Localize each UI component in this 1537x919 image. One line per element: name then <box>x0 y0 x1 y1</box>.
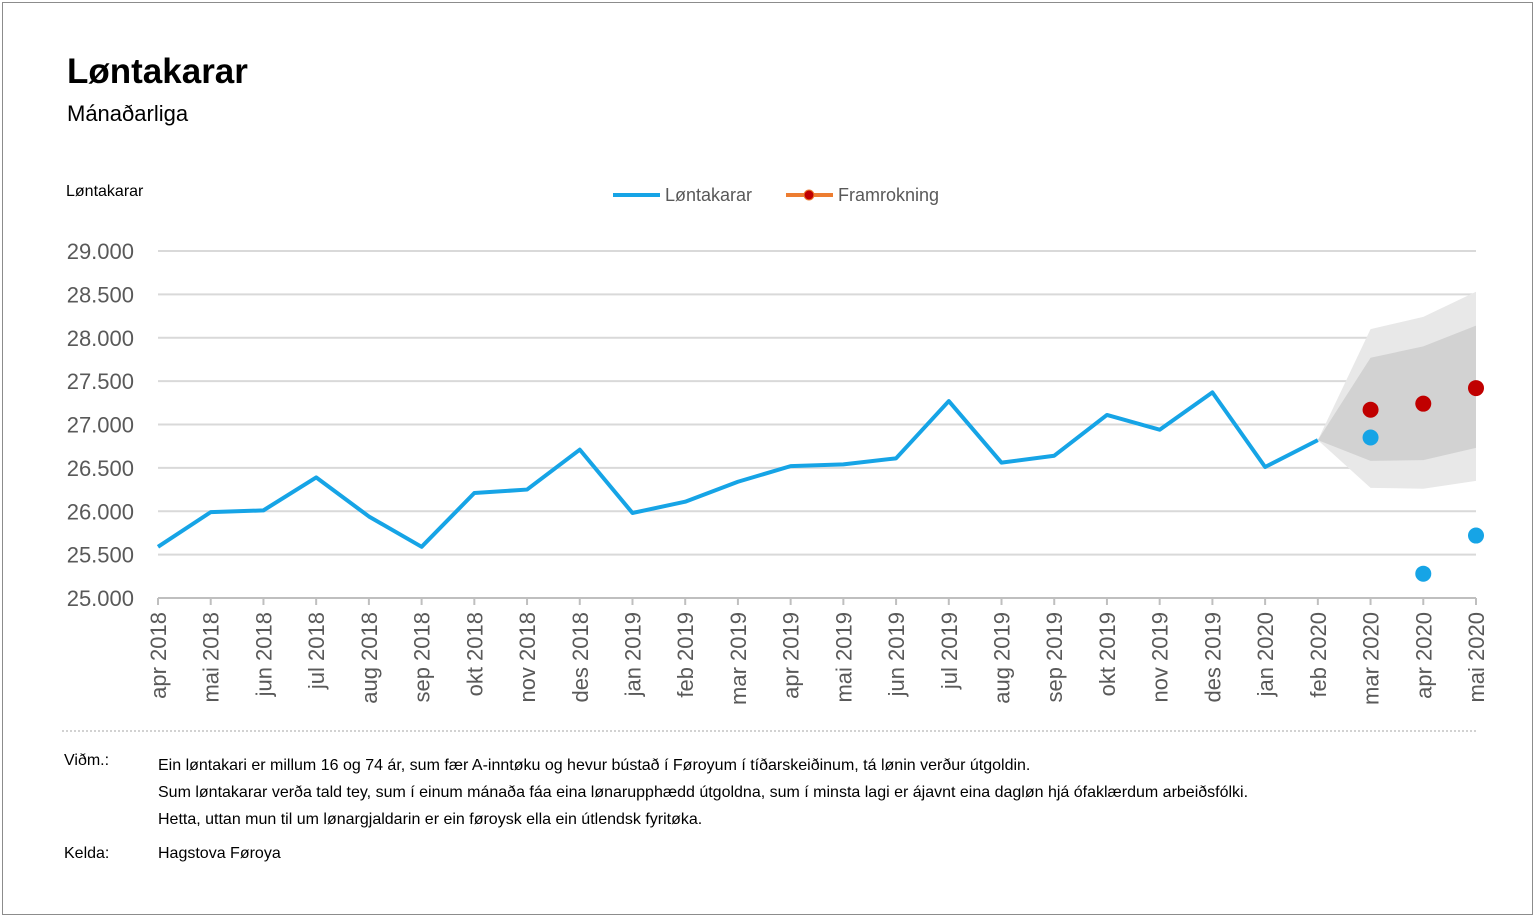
x-tick-labels: apr 2018 mai 2018 jun 2018 jul 2018 aug 2018… <box>146 612 1489 705</box>
notes-label: Viðm.: <box>64 752 110 769</box>
legend-label-lontakarar: Løntakarar <box>665 185 752 205</box>
note-line: Sum løntakarar verða tald tey, sum í ein… <box>158 784 1249 801</box>
legend: Løntakarar Framrokning <box>613 185 939 205</box>
x-tick-label: feb 2019 <box>673 612 698 698</box>
source-label: Kelda: <box>64 845 110 862</box>
x-tick-label: aug 2018 <box>357 612 382 704</box>
y-tick-label: 29.000 <box>67 239 134 264</box>
y-tick-label: 25.000 <box>67 586 134 611</box>
notes-section: Viðm.: Ein løntakari er millum 16 og 74 … <box>64 752 1248 833</box>
legend-label-framrokning: Framrokning <box>838 185 939 205</box>
x-tick-label: sep 2018 <box>410 612 435 703</box>
chart-subtitle: Mánaðarliga <box>67 101 189 126</box>
x-tick-label: apr 2020 <box>1411 612 1436 699</box>
x-tick-label: des 2019 <box>1200 612 1225 703</box>
x-tick-label: jan 2020 <box>1253 612 1278 697</box>
y-tick-label: 28.500 <box>67 282 134 307</box>
x-tick-label: mai 2020 <box>1464 612 1489 703</box>
source-value: Hagstova Føroya <box>158 845 281 862</box>
source-section: Kelda: Hagstova Føroya <box>64 845 281 863</box>
x-tick-label: mai 2018 <box>199 612 224 703</box>
x-tick-label: jul 2019 <box>937 612 962 690</box>
data-point <box>1468 527 1484 544</box>
gridlines <box>158 250 1476 556</box>
x-tick-label: jul 2018 <box>304 612 329 690</box>
y-tick-label: 27.500 <box>67 369 134 394</box>
x-tick-label: sep 2019 <box>1042 612 1067 703</box>
x-tick-label: okt 2018 <box>462 612 487 696</box>
x-tick-label: apr 2019 <box>779 612 804 699</box>
forecast-band-inner <box>1317 325 1476 461</box>
chart-title: Løntakarar <box>67 52 248 91</box>
x-tick-label: mai 2019 <box>831 612 856 703</box>
x-axis <box>157 597 1477 605</box>
note-line: Ein løntakari er millum 16 og 74 ár, sum… <box>158 757 1031 774</box>
note-line: Hetta, uttan mun til um lønargjaldarin e… <box>158 811 703 828</box>
x-tick-label: okt 2019 <box>1095 612 1120 696</box>
x-tick-label: jan 2019 <box>620 612 645 697</box>
y-tick-label: 28.000 <box>67 326 134 351</box>
data-point <box>1362 429 1379 446</box>
y-tick-label: 25.500 <box>67 543 134 568</box>
x-tick-label: jun 2018 <box>251 612 276 697</box>
y-tick-label: 26.000 <box>67 499 134 524</box>
forecast-bands <box>1317 291 1476 489</box>
series <box>156 380 1484 582</box>
x-tick-label: nov 2019 <box>1148 612 1173 703</box>
series-line-lontakarar <box>156 390 1319 549</box>
x-tick-label: feb 2020 <box>1306 612 1331 698</box>
x-tick-label: apr 2018 <box>146 612 171 699</box>
forecast-point <box>1362 401 1379 418</box>
x-tick-label: mar 2020 <box>1359 612 1384 705</box>
y-tick-labels: 25.000 25.500 26.000 26.500 27.000 27.500 28.0… <box>67 239 134 611</box>
x-tick-label: nov 2018 <box>515 612 540 703</box>
x-tick-label: aug 2019 <box>990 612 1015 704</box>
forecast-point <box>1468 380 1484 397</box>
x-tick-label: des 2018 <box>568 612 593 703</box>
data-point <box>1415 565 1432 582</box>
forecast-point <box>1415 395 1432 412</box>
y-tick-label: 26.500 <box>67 456 134 481</box>
legend-marker-framrokning <box>803 189 815 201</box>
x-tick-label: jun 2019 <box>884 612 909 697</box>
y-tick-label: 27.000 <box>67 413 134 438</box>
y-axis-label: Løntakarar <box>66 183 144 200</box>
x-tick-label: mar 2019 <box>726 612 751 705</box>
